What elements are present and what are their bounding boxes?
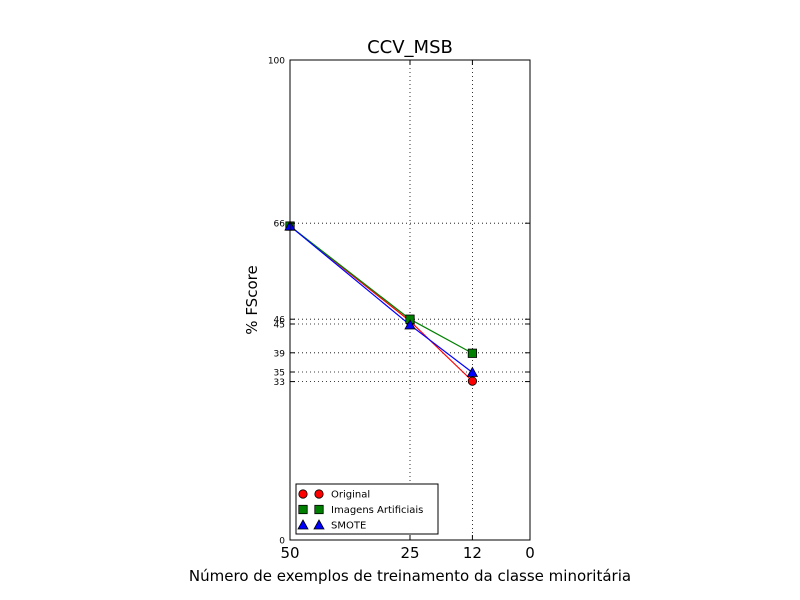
y-tick-label: 100	[268, 57, 285, 67]
legend: Original Imagens Artificiais SMOTE	[295, 483, 439, 535]
y-tick-label: 33	[274, 378, 285, 388]
data-point	[466, 366, 479, 377]
legend-marker	[314, 504, 324, 515]
legend-marker	[298, 504, 308, 515]
legend-label: SMOTE	[331, 521, 366, 532]
x-tick-label: 12	[463, 544, 482, 562]
legend-marker	[298, 489, 308, 499]
x-tick-label: 25	[400, 544, 419, 562]
legend-label: Original	[331, 490, 370, 501]
chart-title: CCV_MSB	[367, 37, 453, 58]
legend-marker	[297, 519, 309, 530]
x-tick-label: 0	[525, 544, 535, 562]
y-tick-label: 66	[274, 220, 286, 230]
data-point	[467, 348, 478, 358]
y-tick-label: 0	[279, 537, 285, 547]
y-tick-label: 45	[274, 321, 285, 331]
legend-label: Imagens Artificiais	[331, 505, 423, 516]
y-axis-label: % FScore	[243, 265, 261, 334]
y-tick-label: 39	[274, 349, 286, 359]
x-tick-label: 50	[280, 544, 299, 562]
y-tick-label: 35	[274, 369, 285, 379]
legend-marker	[314, 489, 324, 499]
data-point	[467, 376, 477, 386]
y-tick-label: 46	[274, 316, 286, 326]
data-point	[404, 319, 416, 330]
legend-marker	[313, 519, 325, 530]
x-axis-label: Número de exemplos de treinamento da cla…	[189, 567, 631, 585]
